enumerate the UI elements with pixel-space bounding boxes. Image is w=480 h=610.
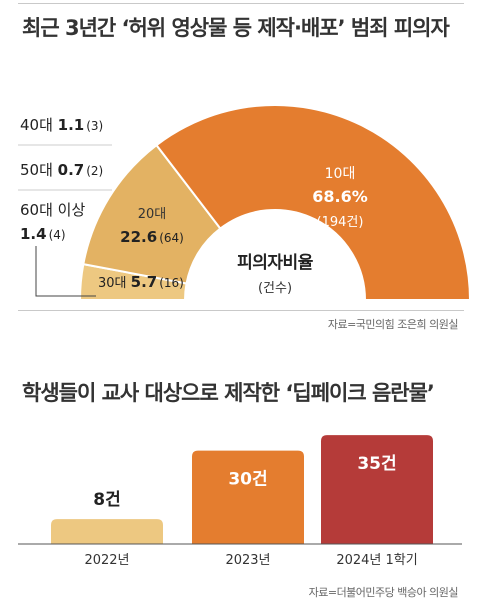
donut-center-unit: (건수) xyxy=(258,281,292,296)
small-item-age-60plus-value: 1.4 (4) xyxy=(20,225,66,243)
label-age-10s: 10대 xyxy=(325,166,356,182)
top-rule xyxy=(18,3,464,4)
value-age-20s: 22.6 (64) xyxy=(120,228,184,246)
bar-value-2022: 8건 xyxy=(93,490,120,510)
label-age-30s: 30대 5.7 (16) xyxy=(98,273,184,291)
bar-chart: 8건 30건 35건 2022년 2023년 2024년 1학기 xyxy=(18,435,462,568)
donut-chart: 10대 68.6% (194건) 20대 22.6 (64) 30대 5.7 (16) 40대… xyxy=(18,104,472,301)
chart2-source: 자료=더불어민주당 백승아 의원실 xyxy=(308,586,459,599)
small-item-age-60plus-label: 60대 이상 xyxy=(20,201,85,219)
donut-center-label: 피의자비율 xyxy=(237,253,314,273)
bar-2024-s1 xyxy=(321,435,433,544)
bar-xlabel-2022: 2022년 xyxy=(84,553,129,568)
bar-value-2024-s1: 35건 xyxy=(357,454,396,474)
chart1-title: 최근 3년간 ‘허위 영상물 등 제작·배포’ 범죄 피의자 xyxy=(22,16,450,40)
bar-value-2023: 30건 xyxy=(228,470,267,490)
value-age-10s: 68.6% xyxy=(312,187,368,206)
count-age-10s: (194건) xyxy=(317,215,364,230)
small-item-age-40s: 40대 1.1 (3) xyxy=(20,116,103,134)
bar-xlabel-2023: 2023년 xyxy=(225,553,270,568)
small-item-age-50s: 50대 0.7 (2) xyxy=(20,161,103,179)
chart2-title: 학생들이 교사 대상으로 제작한 ‘딥페이크 음란물’ xyxy=(22,381,435,405)
leader-line xyxy=(35,246,96,297)
label-age-20s: 20대 xyxy=(138,207,167,222)
chart1-source: 자료=국민의힘 조은희 의원실 xyxy=(327,318,459,331)
bar-2023 xyxy=(192,450,304,544)
bar-2022 xyxy=(51,519,163,544)
donut-baseline xyxy=(18,310,464,311)
bar-xlabel-2024-s1: 2024년 1학기 xyxy=(336,553,417,568)
donut-slice-age-10s xyxy=(155,104,472,301)
